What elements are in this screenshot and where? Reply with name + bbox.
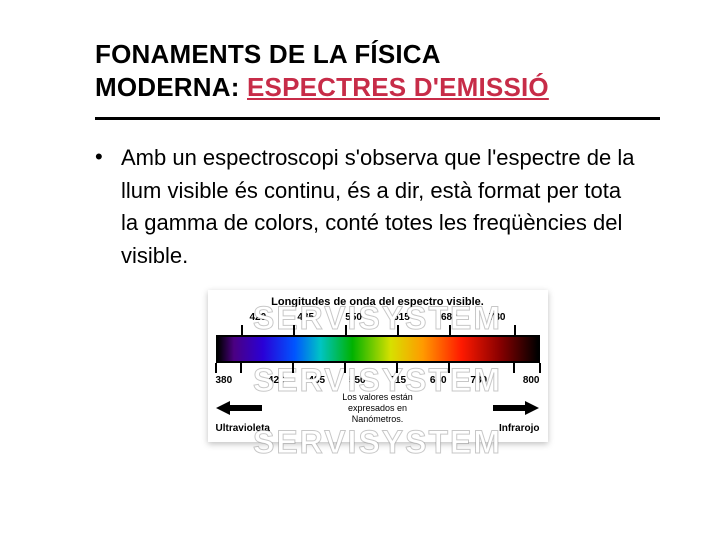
top-tick-label: 615	[393, 312, 410, 323]
arrow-right-icon	[493, 401, 539, 415]
top-tick-label: 550	[345, 312, 362, 323]
bottom-tick-label: 420	[256, 375, 297, 386]
bottom-tick-label: 485	[297, 375, 338, 386]
top-tick-label: 485	[297, 312, 314, 323]
tick-mark	[513, 363, 515, 373]
caption-l1: Los valores están	[342, 392, 413, 402]
tick-mark	[539, 363, 541, 373]
bottom-tick-label: 800	[499, 375, 540, 386]
tick-mark	[241, 325, 243, 335]
title-underline-rule	[95, 117, 660, 120]
tick-mark	[240, 363, 242, 373]
top-tick-lines	[216, 325, 540, 335]
top-tick-labels: 420 485 550 615 680 780	[216, 312, 540, 323]
tick-mark	[396, 363, 398, 373]
arrow-left-icon	[216, 401, 262, 415]
bottom-tick-lines	[216, 363, 540, 373]
bottom-tick-label: 615	[378, 375, 419, 386]
bottom-tick-label: 550	[337, 375, 378, 386]
tick-mark	[215, 363, 217, 373]
slide: FONAMENTS DE LA FÍSICA MODERNA: ESPECTRE…	[0, 0, 720, 540]
tick-mark	[293, 325, 295, 335]
caption-l2: expresados en	[348, 403, 407, 413]
bottom-tick-label: 380	[216, 375, 257, 386]
bullet-marker: •	[95, 142, 121, 173]
figure-caption: Los valores están expresados en Nanómetr…	[342, 392, 413, 424]
tick-mark	[449, 325, 451, 335]
bottom-tick-label: 680	[418, 375, 459, 386]
ir-label: Infrarojo	[499, 423, 540, 434]
top-tick-label: 780	[489, 312, 506, 323]
bullet-row: • Amb un espectroscopi s'observa que l'e…	[95, 142, 660, 272]
top-tick-label: 420	[250, 312, 267, 323]
ir-arrow-group	[493, 401, 539, 415]
bottom-tick-label: 780	[459, 375, 500, 386]
bottom-tick-labels: 380420485550615680780800	[216, 375, 540, 386]
caption-l3: Nanómetros.	[352, 414, 404, 424]
tick-mark	[448, 363, 450, 373]
title-line2-pre: MODERNA:	[95, 72, 247, 102]
bullet-text: Amb un espectroscopi s'observa que l'esp…	[121, 142, 641, 272]
figure-title: Longitudes de onda del espectro visible.	[216, 296, 540, 308]
uv-arrow-group	[216, 401, 262, 415]
tick-mark	[344, 363, 346, 373]
slide-title: FONAMENTS DE LA FÍSICA MODERNA: ESPECTRE…	[95, 38, 660, 103]
tick-mark	[292, 363, 294, 373]
arrows-row: Los valores están expresados en Nanómetr…	[216, 392, 540, 424]
tick-mark	[397, 325, 399, 335]
tick-mark	[345, 325, 347, 335]
tick-mark	[514, 325, 516, 335]
uv-label: Ultravioleta	[216, 423, 270, 434]
spectrum-figure: SERVISYSTEM SERVISYSTEM SERVISYSTEM Long…	[208, 290, 548, 441]
spectrum-bar	[216, 335, 540, 363]
top-tick-label: 680	[441, 312, 458, 323]
title-line1: FONAMENTS DE LA FÍSICA	[95, 39, 441, 69]
title-accent: ESPECTRES D'EMISSIÓ	[247, 72, 549, 102]
figure-inner: SERVISYSTEM SERVISYSTEM SERVISYSTEM Long…	[208, 290, 548, 441]
